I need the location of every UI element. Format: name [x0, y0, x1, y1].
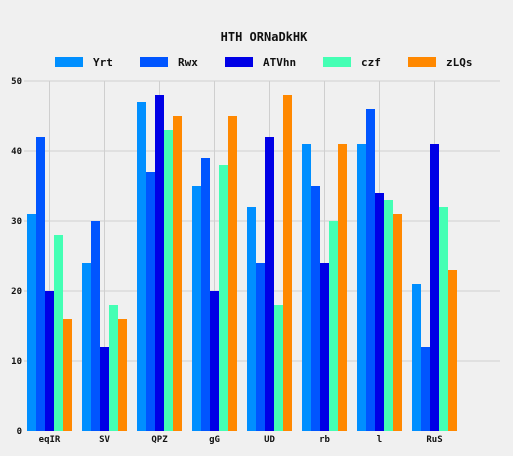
bar-yrt-sv: [82, 263, 91, 431]
y-axis: 0 10 20 30 40 50: [11, 77, 22, 437]
bar-zlqs-eqir: [63, 319, 72, 431]
y-tick-label-10: 10: [11, 357, 22, 367]
bar-rwx-gg: [201, 158, 210, 431]
x-tick-label-gg: gG: [209, 435, 220, 445]
bar-czf-rus: [439, 207, 448, 431]
bar-yrt-l: [357, 144, 366, 431]
bar-zlqs-sv: [118, 319, 127, 431]
legend-label-atvhn: ATVhn: [263, 56, 296, 69]
bar-czf-qpz: [164, 130, 173, 431]
x-axis: eqIR SV QPZ gG UD rb l RuS: [39, 435, 443, 445]
bar-zlqs-l: [393, 214, 402, 431]
x-tick-label-rb: rb: [319, 435, 330, 445]
bar-rwx-l: [366, 109, 375, 431]
bar-czf-l: [384, 200, 393, 431]
bar-yrt-rb: [302, 144, 311, 431]
y-tick-label-30: 30: [11, 217, 22, 227]
y-tick-label-20: 20: [11, 287, 22, 297]
bar-zlqs-rus: [448, 270, 457, 431]
x-tick-label-eqir: eqIR: [39, 435, 61, 445]
bar-zlqs-gg: [228, 116, 237, 431]
bar-atvhn-sv: [100, 347, 109, 431]
bar-rwx-eqir: [36, 137, 45, 431]
bar-atvhn-rb: [320, 263, 329, 431]
x-tick-label-ud: UD: [264, 435, 275, 445]
bar-atvhn-ud: [265, 137, 274, 431]
y-tick-label-50: 50: [11, 77, 22, 87]
bar-czf-gg: [219, 165, 228, 431]
bar-atvhn-qpz: [155, 95, 164, 431]
bars: [27, 95, 457, 431]
legend-label-zlqs: zLQs: [446, 56, 473, 69]
x-tick-label-l: l: [377, 435, 382, 445]
bar-czf-eqir: [54, 235, 63, 431]
bar-rwx-qpz: [146, 172, 155, 431]
bar-zlqs-ud: [283, 95, 292, 431]
bar-yrt-eqir: [27, 214, 36, 431]
legend: Yrt Rwx ATVhn czf zLQs: [55, 56, 473, 69]
chart-title: HTH ORNaDkHK: [221, 30, 308, 44]
bar-czf-sv: [109, 305, 118, 431]
bar-czf-rb: [329, 221, 338, 431]
bar-zlqs-rb: [338, 144, 347, 431]
bar-yrt-gg: [192, 186, 201, 431]
x-tick-label-rus: RuS: [426, 435, 442, 445]
legend-label-czf: czf: [361, 56, 381, 69]
bar-rwx-sv: [91, 221, 100, 431]
legend-label-yrt: Yrt: [93, 56, 113, 69]
legend-swatch-rwx: [140, 57, 168, 67]
y-tick-label-0: 0: [17, 427, 22, 437]
bar-rwx-rus: [421, 347, 430, 431]
y-tick-label-40: 40: [11, 147, 22, 157]
bar-atvhn-gg: [210, 291, 219, 431]
legend-swatch-zlqs: [408, 57, 436, 67]
x-tick-label-qpz: QPZ: [151, 435, 168, 445]
bar-zlqs-qpz: [173, 116, 182, 431]
bar-rwx-ud: [256, 263, 265, 431]
bar-yrt-qpz: [137, 102, 146, 431]
legend-swatch-atvhn: [225, 57, 253, 67]
bar-czf-ud: [274, 305, 283, 431]
legend-swatch-czf: [323, 57, 351, 67]
legend-label-rwx: Rwx: [178, 56, 198, 69]
bar-yrt-rus: [412, 284, 421, 431]
x-tick-label-sv: SV: [99, 435, 110, 445]
legend-swatch-yrt: [55, 57, 83, 67]
bar-atvhn-rus: [430, 144, 439, 431]
bar-atvhn-l: [375, 193, 384, 431]
bar-yrt-ud: [247, 207, 256, 431]
bar-rwx-rb: [311, 186, 320, 431]
bar-atvhn-eqir: [45, 291, 54, 431]
